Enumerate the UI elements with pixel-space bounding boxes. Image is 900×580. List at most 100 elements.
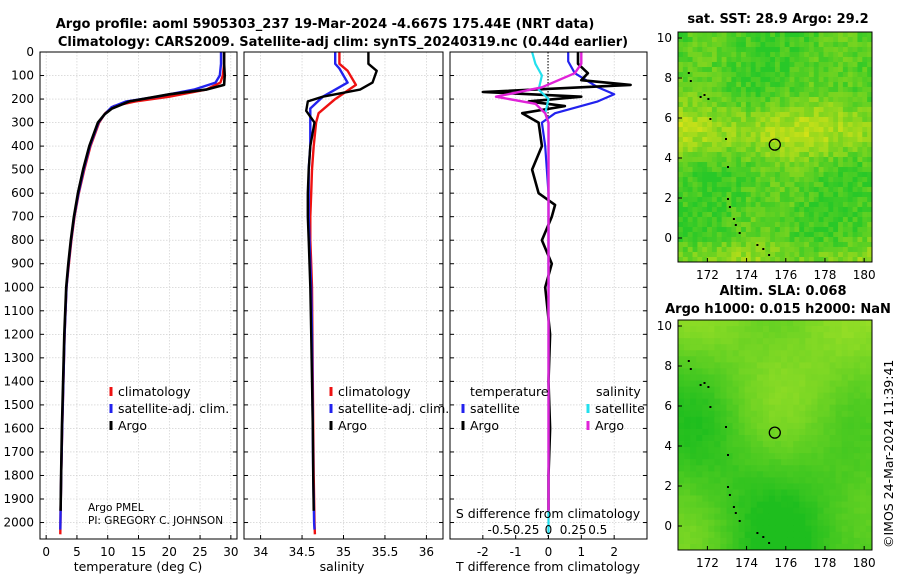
map-cell xyxy=(755,102,761,108)
map-cell xyxy=(745,127,752,133)
map-cell xyxy=(813,172,820,178)
map-cell xyxy=(714,404,721,412)
map-cell xyxy=(859,410,867,418)
map-cell xyxy=(750,398,758,406)
map-cell xyxy=(750,202,756,208)
map-cell xyxy=(818,222,824,228)
argo-position-circle xyxy=(768,426,781,439)
map-cell xyxy=(726,102,732,108)
map-cell xyxy=(702,182,708,188)
map-cell xyxy=(736,102,742,108)
map-cell xyxy=(750,37,756,43)
map-cell xyxy=(741,112,747,118)
map-cell xyxy=(762,398,770,406)
sst-map-frame xyxy=(677,31,873,263)
map-cell xyxy=(794,67,800,73)
map-cell xyxy=(811,374,818,381)
map-cell xyxy=(745,152,752,158)
map-cell xyxy=(696,386,703,394)
map-cell xyxy=(678,489,685,496)
credit-institution: Argo PMEL xyxy=(88,502,144,514)
map-cell xyxy=(852,187,858,193)
map-cell xyxy=(799,97,805,103)
map-cell xyxy=(857,102,863,108)
map-cell xyxy=(852,247,858,253)
map-cell xyxy=(770,132,776,138)
map-cell xyxy=(838,52,844,58)
map-cell xyxy=(716,132,723,138)
map-cell xyxy=(823,531,830,539)
map-cell xyxy=(847,501,855,509)
map-cell xyxy=(838,252,844,258)
map-cell xyxy=(857,122,863,128)
map-cell xyxy=(682,72,689,78)
map-cell xyxy=(696,410,703,418)
map-cell xyxy=(745,47,752,53)
map-cell xyxy=(721,227,727,233)
map-cell xyxy=(813,62,820,68)
map-cell xyxy=(738,447,746,454)
map-cell xyxy=(731,202,737,208)
map-cell xyxy=(811,332,818,339)
map-cell xyxy=(852,252,858,258)
map-cell xyxy=(823,42,829,48)
map-cell xyxy=(702,37,708,43)
map-cell xyxy=(841,392,849,400)
map-cell xyxy=(794,97,800,103)
map-cell xyxy=(865,435,873,442)
map-cell xyxy=(805,386,812,394)
map-cell xyxy=(732,453,740,460)
map-cell xyxy=(716,222,723,228)
map-cell xyxy=(726,477,733,484)
map-cell xyxy=(793,531,800,539)
xtick-label: 25 xyxy=(192,545,207,559)
map-cell xyxy=(817,386,824,394)
map-cell xyxy=(838,107,844,113)
map-cell xyxy=(770,157,776,163)
map-cell xyxy=(833,177,839,183)
map-cell xyxy=(779,182,786,188)
map-cell xyxy=(707,142,713,148)
map-cell xyxy=(833,167,839,173)
map-cell xyxy=(779,127,786,133)
map-cell xyxy=(756,416,764,424)
map-cell xyxy=(805,410,812,418)
map-cell xyxy=(714,435,721,442)
map-cell xyxy=(768,477,776,484)
map-cell xyxy=(823,513,830,521)
map-cell xyxy=(842,142,849,148)
map-cell xyxy=(784,172,790,178)
map-cell xyxy=(745,217,752,223)
map-cell xyxy=(708,356,715,363)
map-cell xyxy=(808,82,815,88)
map-cell xyxy=(697,222,703,228)
map-cell xyxy=(804,152,810,158)
map-cell xyxy=(838,247,844,253)
map-cell xyxy=(768,416,776,424)
map-cell xyxy=(726,187,732,193)
map-cell xyxy=(859,531,867,539)
map-cell xyxy=(859,326,867,333)
map-cell xyxy=(744,416,752,424)
map-cell xyxy=(811,326,818,333)
map-cell xyxy=(745,82,752,88)
map-cell xyxy=(829,495,837,502)
map-cell xyxy=(775,217,781,223)
map-cell xyxy=(702,252,708,258)
map-cell xyxy=(702,212,708,218)
map-cell xyxy=(696,507,703,515)
map-cell xyxy=(750,513,758,521)
map-cell xyxy=(804,212,810,218)
map-cell xyxy=(838,137,844,143)
map-cell xyxy=(732,495,740,502)
map-cell xyxy=(682,67,689,73)
map-cell xyxy=(808,52,815,58)
map-cell xyxy=(692,112,698,118)
map-cell xyxy=(731,252,737,258)
map-cell xyxy=(817,362,824,369)
map-cell xyxy=(838,157,844,163)
map-cell xyxy=(707,127,713,133)
map-cell xyxy=(765,57,771,63)
map-cell xyxy=(867,232,873,238)
